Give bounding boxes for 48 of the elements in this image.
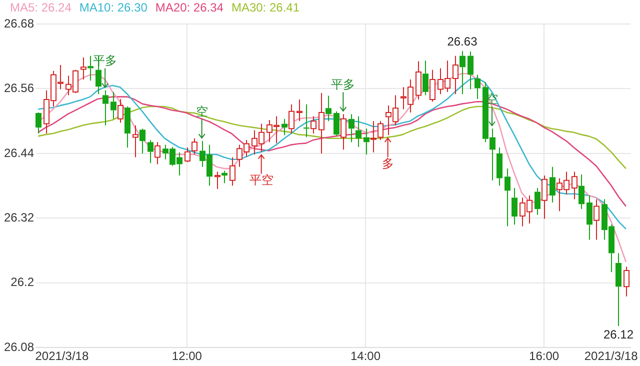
- candlestick: [504, 168, 510, 227]
- y-tick-label: 26.68: [4, 16, 34, 30]
- candlestick: [474, 74, 480, 100]
- candlestick: [36, 112, 42, 134]
- x-tick-label: 14:00: [350, 349, 381, 364]
- candlestick: [326, 95, 332, 122]
- text: MA5: 26.24: [10, 0, 72, 14]
- candlestick: [468, 51, 474, 90]
- y-tick-label: 26.2: [10, 275, 34, 290]
- annotation: 多: [382, 156, 394, 170]
- candlestick: [550, 166, 556, 204]
- x-tick-label: 2021/3/18: [35, 349, 89, 364]
- candlestick: [304, 104, 310, 138]
- candlestick: [282, 118, 288, 136]
- candlestick: [88, 55, 94, 82]
- annotation: 平多: [331, 77, 356, 92]
- annotation: 平空: [249, 173, 274, 188]
- candlestick: [364, 128, 370, 156]
- candlestick: [356, 116, 362, 148]
- x-tick-label: 16:00: [529, 349, 560, 364]
- candlestick: [496, 147, 502, 186]
- candlestick: [534, 187, 540, 216]
- x-tick-label: 2021/3/18: [584, 349, 638, 364]
- candlestick: [586, 195, 592, 240]
- candlestick: [422, 60, 428, 96]
- annotation: 26.12: [603, 327, 634, 342]
- candlestick: [578, 174, 584, 210]
- candlestick: [348, 114, 354, 143]
- y-tick-label: 26.56: [4, 81, 34, 96]
- y-tick-label: 26.32: [4, 210, 34, 224]
- y-tick-label: 26.08: [4, 340, 34, 354]
- x-tick-label: 12:00: [172, 349, 202, 364]
- candlestick: [148, 139, 154, 164]
- candlestick: [222, 170, 228, 184]
- y-tick-label: 26.44: [4, 146, 34, 160]
- candlestick: [110, 91, 116, 120]
- annotation: 26.63: [447, 34, 478, 48]
- candlestick: [334, 110, 340, 137]
- candlestick: [124, 106, 130, 148]
- candlestick: [616, 252, 622, 327]
- text: MA10: 26.30: [79, 0, 148, 14]
- candlestick: [102, 90, 108, 126]
- annotation: 空: [196, 104, 208, 118]
- text: MA30: 26.41: [231, 0, 300, 14]
- candlestick: [512, 187, 518, 226]
- candlestick: [140, 128, 146, 154]
- text: MA20: 26.34: [155, 0, 224, 14]
- candlestick: [460, 50, 466, 95]
